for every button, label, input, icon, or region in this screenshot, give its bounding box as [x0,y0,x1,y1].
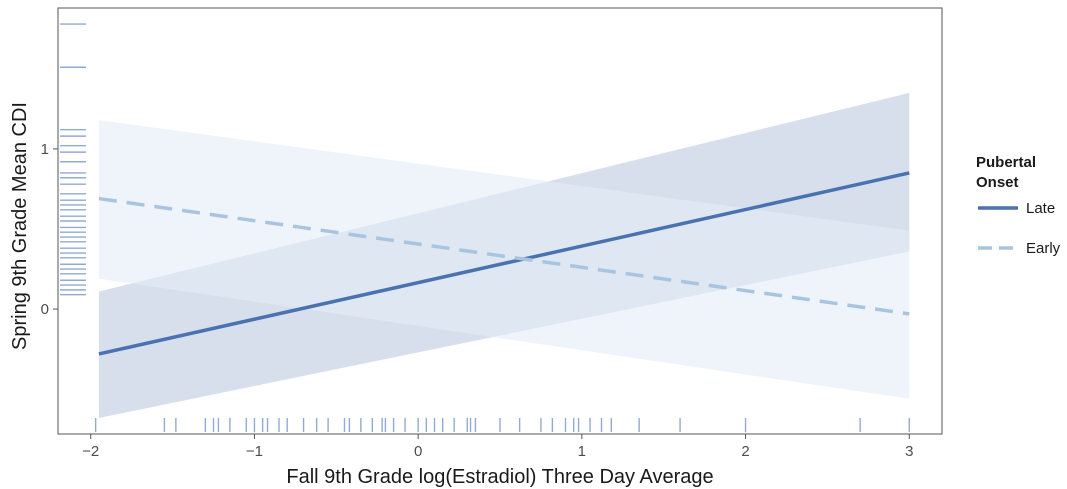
series-line-late [98,171,910,356]
y-axis-title: Spring 9th Grade Mean CDI [9,102,31,350]
plot-panel-border [57,7,943,435]
legend-label-late: Late [1026,200,1055,217]
y-axis: 01 [41,141,58,318]
x-tick-label: 3 [905,443,913,460]
legend-label-early: Early [1026,240,1061,257]
x-axis: −2 −1 0 1 2 3 [82,434,913,460]
legend-title-line-1: Pubertal [976,154,1036,171]
rug-marks [60,23,910,432]
x-tick-label: −1 [246,443,263,460]
y-tick-label: 1 [41,141,49,158]
x-tick-label: −2 [82,443,99,460]
x-tick-label: 0 [414,443,422,460]
series-line-early [98,196,910,316]
legend-title-line-2: Onset [976,174,1019,191]
series-lines [98,171,910,356]
y-tick-label: 0 [41,301,49,318]
legend: Pubertal Onset Late Early [976,154,1061,257]
x-axis-title: Fall 9th Grade log(Estradiol) Three Day … [286,466,713,488]
x-tick-label: 1 [578,443,586,460]
ci-band-early [98,120,910,399]
x-tick-label: 2 [741,443,749,460]
